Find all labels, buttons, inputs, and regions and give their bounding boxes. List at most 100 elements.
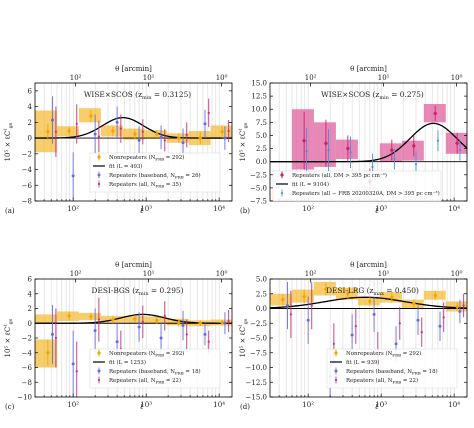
legend-marker (97, 173, 101, 177)
all-repeater-point (332, 342, 335, 345)
y-tick-label: −7.5 (250, 349, 267, 357)
frb-repeater-point (305, 150, 308, 153)
text-part: fit (L = 9104) (292, 181, 329, 188)
baseband-repeater-point (50, 332, 54, 336)
legend-marker (334, 378, 338, 382)
panel-title: DESI-BGS (zmin = 0.295) (92, 286, 184, 297)
x-tick-label: 10² (67, 401, 79, 409)
text-part: FRB (155, 157, 164, 162)
text-part: = 18) (421, 368, 438, 375)
x-axis-label: ℓ (375, 206, 379, 215)
panel-label: (a) (5, 207, 15, 215)
all-repeater-point (227, 129, 230, 133)
bandpower-box (35, 314, 57, 324)
all-repeater-point (54, 336, 57, 340)
legend-marker (280, 191, 284, 195)
frb-repeater-point (414, 163, 418, 166)
nonrepeater-point (411, 301, 416, 307)
y-tick-label: 4 (28, 103, 33, 111)
frb-repeater-point (327, 149, 330, 152)
nonrepeater-point (280, 297, 285, 303)
theta-tick-label: 10² (305, 74, 317, 82)
x-tick-label: 10³ (140, 401, 152, 409)
bandpower-box (35, 339, 57, 368)
y-axis-label: 10⁵ × ℓCℓgs (3, 318, 14, 357)
nonrepeater-point (132, 131, 137, 137)
theta-tick-label: 10⁰ (216, 270, 228, 278)
text-part: Repeaters (baseband, N (109, 368, 175, 375)
text-part: FRB (175, 175, 184, 180)
panel-a: −8 −6 −4 −2 0 2 4 6 10² 10³ 10⁴ 10² 10¹ 10⁰ θ [arcmin]… (3, 65, 233, 215)
theta-tick-label: 10² (305, 270, 317, 278)
all-repeater-point (119, 127, 122, 130)
y-tick-label: 2 (28, 119, 32, 127)
nonrepeater-point (198, 320, 203, 326)
legend-label: Repeaters (all, NFRB = 22) (346, 377, 418, 385)
text-part: DESI-BGS (z (92, 286, 140, 295)
x-tick-label: 10⁴ (213, 205, 225, 213)
text-part: = 292) (164, 154, 184, 161)
frb-repeater-point (458, 149, 462, 152)
theta-tick-label: 10¹ (378, 270, 390, 278)
nonrepeater-point (45, 350, 50, 356)
text-part: ℓ (238, 128, 244, 130)
legend: Nonrepeaters (NFRB = 292)fit (L = 493)Re… (89, 152, 221, 193)
text-part: = 0.275) (389, 90, 424, 99)
nonrepeater-point (67, 313, 72, 319)
nonrepeater-point (323, 286, 328, 292)
y-axis-label: 10⁵ × ℓCℓgs (238, 318, 249, 357)
baseband-repeater-point (115, 340, 119, 344)
panel-title: WISE×SCOS (zmin = 0.3125) (84, 90, 191, 101)
plot-area (270, 279, 467, 397)
all-repeater-point (185, 333, 188, 336)
legend-label: fit (L = 493) (109, 163, 143, 170)
text-part: fit (L = 1253) (109, 359, 146, 366)
y-tick-label: −5.0 (250, 184, 267, 192)
nonrepeater-point (433, 292, 438, 299)
legend: Nonrepeaters (NFRB = 292)fit (L = 1253)R… (89, 348, 221, 389)
nonrepeater-point (176, 319, 181, 326)
nonrepeater-point (154, 317, 159, 323)
y-tick-label: −2.5 (250, 320, 267, 328)
text-part: min (379, 95, 389, 101)
y-tick-label: 2.5 (256, 145, 267, 153)
all-repeater-point (398, 322, 401, 325)
y-tick-label: −6 (22, 182, 33, 190)
y-tick-label: 5.0 (256, 132, 267, 140)
y-tick-label: 2 (28, 305, 32, 313)
x-axis-label: ℓ (140, 402, 144, 411)
text-part: 10⁵ × ℓC (239, 131, 247, 162)
nonrepeater-point (88, 314, 93, 320)
y-tick-label: −2.5 (250, 171, 267, 179)
theta-tick-label: 10⁰ (216, 74, 228, 82)
x-tick-label: 10³ (140, 205, 152, 213)
nonrepeater-point (367, 298, 372, 305)
baseband-repeater-point (181, 141, 185, 145)
all-repeater-point (420, 331, 423, 334)
baseband-repeater-point (458, 309, 462, 313)
frb-repeater-point (349, 151, 352, 154)
baseband-repeater-point (372, 312, 376, 316)
panel-label: (b) (240, 207, 250, 215)
y-axis-label: 10⁵ × ℓCℓgs (3, 122, 14, 161)
text-part: WISE×SCOS (z (84, 90, 142, 99)
fit-curve (270, 296, 467, 309)
baseband-repeater-point (223, 321, 227, 325)
bandpower-box (401, 140, 424, 161)
frb-repeater-point (436, 139, 440, 142)
nonrepeater-point (455, 304, 460, 310)
legend-label: Nonrepeaters (NFRB = 292) (346, 350, 421, 358)
baseband-repeater-point (285, 304, 289, 308)
panel-title: WISE×SCOS (zmin = 0.275) (321, 90, 424, 101)
legend-label: Repeaters (all, NFRB = 22) (109, 377, 181, 385)
text-part: min (142, 95, 152, 101)
x-tick-label: 10² (67, 205, 79, 213)
y-tick-label: 0.0 (256, 158, 267, 166)
text-part: Repeaters (all, DM > 395 pc cm⁻³) (292, 172, 387, 179)
text-part: ℓ (3, 324, 9, 326)
baseband-repeater-point (306, 318, 310, 322)
y-tick-label: −7.5 (250, 198, 267, 206)
baseband-repeater-point (93, 132, 97, 136)
all-repeater-point (354, 325, 357, 328)
text-part: FRB (412, 371, 421, 376)
